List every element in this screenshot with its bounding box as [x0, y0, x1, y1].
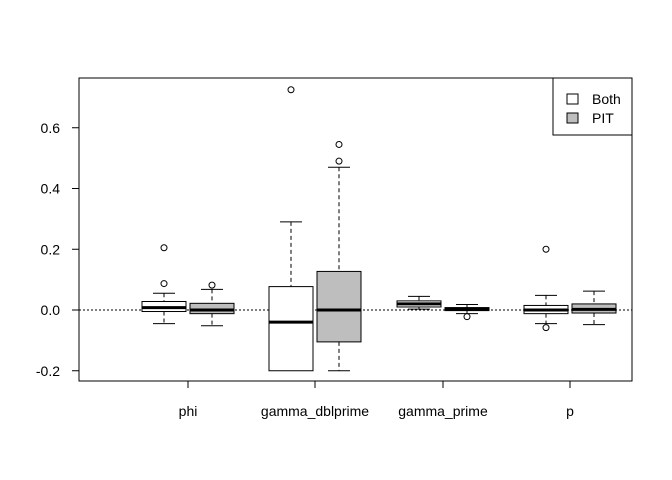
y-axis: -0.2 0.0 0.2 0.4 0.6	[36, 120, 80, 379]
outlier-point	[335, 140, 343, 148]
x-axis: phi gamma_dblprime gamma_prime p	[179, 380, 574, 419]
box-body	[316, 270, 362, 343]
legend-swatch-both	[566, 93, 579, 105]
x-tick-label: p	[566, 403, 574, 419]
outlier-point	[542, 245, 550, 253]
x-tick-label: gamma_prime	[398, 403, 488, 419]
box-body	[189, 302, 235, 315]
box-pit-gamma_prime	[444, 304, 490, 321]
legend-label-pit: PIT	[592, 110, 614, 126]
box-both-phi	[141, 244, 187, 325]
boxes-layer	[141, 86, 617, 372]
y-tick-label: 0.6	[41, 120, 61, 136]
legend-swatch-pit	[566, 112, 579, 124]
y-tick-label: 0.4	[41, 181, 61, 197]
box-body	[268, 286, 314, 372]
x-tick-label: gamma_dblprime	[261, 403, 369, 419]
box-both-gamma_prime	[396, 295, 442, 310]
y-tick-label: 0.2	[41, 241, 61, 257]
outlier-point	[335, 157, 343, 165]
x-tick-label: phi	[179, 403, 198, 419]
outlier-point	[160, 280, 168, 288]
box-pit-p	[571, 290, 617, 326]
outlier-point	[463, 313, 471, 321]
box-pit-phi	[189, 281, 235, 327]
legend-label-both: Both	[592, 91, 621, 107]
outlier-point	[542, 324, 550, 332]
box-pit-gamma_dblprime	[316, 140, 362, 372]
outlier-point	[160, 244, 168, 252]
y-tick-label: 0.0	[41, 302, 61, 318]
outlier-point	[208, 281, 216, 289]
legend: Both PIT	[552, 77, 633, 136]
box-both-gamma_dblprime	[268, 86, 314, 372]
box-both-p	[523, 245, 569, 332]
outlier-point	[287, 86, 295, 94]
y-tick-label: -0.2	[36, 363, 60, 379]
legend-frame	[552, 77, 633, 136]
